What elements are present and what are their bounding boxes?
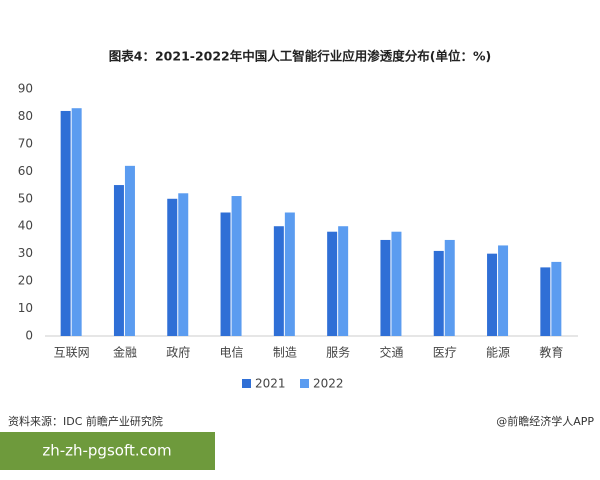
x-tick-label: 互联网 (54, 346, 90, 360)
bar (380, 239, 391, 336)
y-tick-label: 50 (18, 191, 33, 205)
legend-label: 2021 (255, 377, 286, 391)
x-tick-label: 医疗 (433, 346, 457, 360)
x-tick-label: 金融 (113, 345, 137, 360)
bar (540, 267, 551, 336)
bar (60, 110, 71, 336)
legend-label: 2022 (313, 377, 344, 391)
y-tick-label: 0 (25, 329, 33, 343)
bar (178, 193, 189, 336)
x-tick-label: 政府 (166, 345, 190, 360)
x-tick-label: 教育 (539, 345, 563, 360)
bar (167, 198, 178, 336)
bar (231, 196, 242, 336)
bar (444, 239, 455, 336)
y-tick-label: 20 (18, 274, 33, 288)
overlay-box (0, 432, 215, 470)
credit: @前瞻经济学人APP (496, 414, 594, 428)
bar (71, 108, 82, 336)
y-tick-label: 40 (18, 219, 33, 233)
x-tick-label: 能源 (486, 346, 510, 360)
bar (327, 231, 338, 336)
source-note: 资料来源：IDC 前瞻产业研究院 (8, 414, 163, 428)
bar (124, 165, 135, 336)
y-tick-label: 30 (18, 246, 33, 260)
y-tick-label: 80 (18, 109, 33, 123)
x-tick-label: 交通 (379, 345, 403, 360)
x-tick-label: 服务 (326, 345, 350, 360)
bar (113, 185, 124, 336)
legend-swatch (300, 379, 309, 388)
chart-title: 图表4：2021-2022年中国人工智能行业应用渗透度分布(单位：%) (109, 49, 491, 64)
bar (551, 261, 562, 336)
bar (498, 245, 509, 336)
x-tick-label: 制造 (273, 346, 297, 360)
bar (487, 253, 498, 336)
bar (338, 226, 349, 336)
x-tick-label: 电信 (220, 346, 244, 360)
bar (273, 226, 284, 336)
legend-swatch (242, 379, 251, 388)
y-tick-label: 70 (18, 136, 33, 150)
bar (220, 212, 231, 336)
y-tick-label: 90 (18, 82, 33, 96)
overlay-text: zh-zh-pgsoft.com (42, 442, 171, 460)
y-tick-label: 60 (18, 164, 33, 178)
bar (433, 250, 444, 336)
bar (284, 212, 295, 336)
bar (391, 231, 402, 336)
y-tick-label: 10 (18, 301, 33, 315)
